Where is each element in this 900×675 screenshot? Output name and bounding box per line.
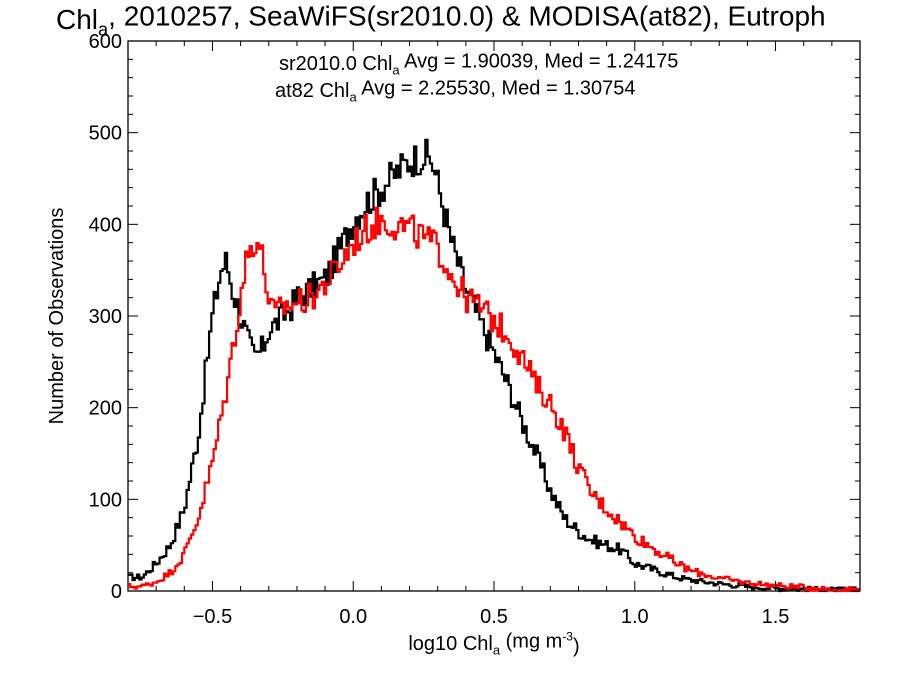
chart-title: Chla, 2010257, SeaWiFS(sr2010.0) & MODIS…: [56, 1, 826, 40]
series-line-sr2010-0: [128, 138, 860, 593]
legend-entry-part: at82 Chl: [275, 80, 350, 102]
legend-entry-part: a: [350, 90, 358, 105]
legend-entry-part: sr2010.0 Chl: [279, 53, 392, 75]
chart-title-part: a: [98, 19, 109, 39]
y-tick-label: 0: [111, 581, 122, 603]
series-line-at82: [128, 206, 860, 593]
y-tick-label: 400: [89, 214, 122, 236]
y-tick-label: 300: [89, 306, 122, 328]
y-axis-label: Number of Observations: [46, 208, 68, 425]
legend-entry-part: Avg = 2.25530, Med = 1.30754: [357, 78, 636, 100]
y-tick-label: 600: [89, 31, 122, 53]
x-tick-label: 0.0: [339, 606, 367, 628]
series-layer: [128, 138, 860, 593]
legend-entry-part: Avg = 1.90039, Med = 1.24175: [400, 51, 679, 73]
x-axis-label-part: (mg m: [500, 631, 562, 653]
y-tick-label: 500: [89, 123, 122, 145]
y-tick-label: 100: [89, 489, 122, 511]
x-axis-label-part: a: [493, 643, 501, 658]
legend-entry-sr2010: sr2010.0 Chla Avg = 1.90039, Med = 1.241…: [279, 51, 678, 78]
legend-entry-part: a: [392, 63, 400, 78]
x-axis-label-part: -3: [562, 629, 573, 643]
ticks-layer: −0.5 0.0 0.5 1.0 1.5 0 100 200 300 400 500 600: [89, 31, 861, 628]
x-axis-label: log10 Chla (mg m-3): [408, 629, 579, 657]
x-tick-label: 0.5: [480, 606, 508, 628]
x-tick-label: 1.5: [762, 606, 790, 628]
chart-title-part: , 2010257, SeaWiFS(sr2010.0) & MODISA(at…: [108, 1, 825, 32]
x-axis-label-part: ): [573, 635, 580, 657]
y-tick-label: 200: [89, 398, 122, 420]
x-tick-label: 1.0: [621, 606, 649, 628]
x-tick-label: −0.5: [193, 606, 232, 628]
chart-title-part: Chl: [56, 4, 98, 35]
legend-entry-at82: at82 Chla Avg = 2.25530, Med = 1.30754: [275, 78, 635, 105]
x-axis-label-part: log10 Chl: [408, 633, 493, 655]
